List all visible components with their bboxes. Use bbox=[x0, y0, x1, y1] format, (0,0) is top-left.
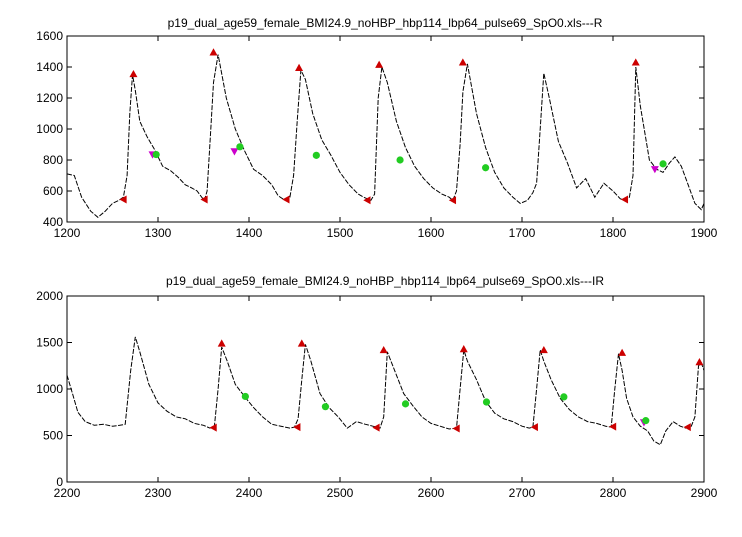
chart-ir-x-tick-label: 2400 bbox=[236, 486, 263, 500]
chart-ir-point-marker bbox=[642, 417, 650, 425]
chart-ir-peak-marker bbox=[618, 348, 627, 356]
chart-ir-valley-marker bbox=[452, 424, 460, 433]
chart-ir-point-marker bbox=[321, 403, 330, 411]
chart-r-axes-box bbox=[66, 35, 705, 223]
chart-r-y-tick-label: 1600 bbox=[36, 29, 63, 43]
chart-ir-point-marker bbox=[401, 400, 410, 408]
chart-r-y-tick-label: 1400 bbox=[36, 60, 63, 74]
chart-ir-y-tick-label: 0 bbox=[56, 475, 63, 489]
chart-r-valley-marker bbox=[200, 195, 208, 204]
chart-r-valley-marker bbox=[119, 195, 127, 204]
chart-ir-y-tick-label: 2000 bbox=[36, 289, 63, 303]
chart-ir-peak-marker bbox=[695, 358, 704, 366]
chart-r-x-tick-label: 1300 bbox=[145, 226, 172, 240]
chart-ir-peak-marker bbox=[379, 345, 388, 354]
chart-ir-valley-marker bbox=[530, 423, 538, 432]
chart-r-x-tick-label: 1500 bbox=[327, 226, 354, 240]
chart-ir-x-ticks: 2200 2300 2400 2500 2600 2700 2800 2900 bbox=[54, 296, 718, 500]
chart-ir-point-marker bbox=[482, 398, 491, 406]
chart-r-x-ticks: 1200 1300 1400 1500 1600 1700 1800 1900 bbox=[54, 36, 718, 240]
chart-r-peak-marker bbox=[458, 58, 467, 66]
chart-ir-x-tick-label: 2200 bbox=[54, 486, 81, 500]
chart-r-x-tick-label: 1900 bbox=[691, 226, 718, 240]
chart-r-dicrotic-marker bbox=[230, 148, 239, 156]
chart-r-y-ticks: 400 600 800 1000 1200 1400 1600 bbox=[36, 29, 704, 229]
chart-r-point-marker bbox=[312, 151, 320, 159]
chart-r-point-marker bbox=[659, 160, 667, 168]
chart-r-title: p19_dual_age59_female_BMI24.9_noHBP_hbp1… bbox=[168, 16, 603, 30]
chart-ir-peak-marker bbox=[217, 339, 226, 347]
chart-ir-plot-area bbox=[66, 295, 705, 483]
chart-r-valley-marker bbox=[282, 195, 290, 204]
chart-ir-x-tick-label: 2300 bbox=[145, 486, 172, 500]
chart-r-x-tick-label: 1600 bbox=[418, 226, 445, 240]
chart-r-point-marker bbox=[482, 164, 490, 172]
chart-r-valley-marker bbox=[363, 196, 371, 205]
chart-ir-title: p19_dual_age59_female_BMI24.9_noHBP_hbp1… bbox=[166, 274, 604, 288]
chart-r-y-tick-label: 800 bbox=[43, 153, 63, 167]
chart-r-peak-marker bbox=[631, 58, 640, 66]
chart-ir-point-marker bbox=[241, 392, 249, 401]
chart-r-point-marker bbox=[396, 156, 404, 164]
chart-ir-signal-line bbox=[66, 336, 705, 446]
chart-r-y-tick-label: 1200 bbox=[36, 91, 63, 105]
chart-ir-y-tick-label: 1000 bbox=[36, 382, 63, 396]
chart-r-plot-area bbox=[66, 35, 705, 223]
chart-ir-axes-box bbox=[66, 295, 705, 483]
chart-ir-valley-marker bbox=[372, 423, 380, 432]
chart-r-y-tick-label: 400 bbox=[43, 215, 63, 229]
chart-ir-x-tick-label: 2600 bbox=[418, 486, 445, 500]
chart-ir-valley-marker bbox=[293, 423, 301, 432]
chart-r-valley-marker bbox=[620, 195, 629, 204]
chart-r-x-tick-label: 1200 bbox=[54, 226, 81, 240]
chart-ir-x-tick-label: 2500 bbox=[327, 486, 354, 500]
chart-r-panel: p19_dual_age59_female_BMI24.9_noHBP_hbp1… bbox=[36, 16, 717, 240]
chart-ir-y-tick-label: 500 bbox=[43, 429, 63, 443]
chart-ir-y-ticks: 0 500 1000 1500 2000 bbox=[36, 289, 704, 489]
chart-r-dicrotic-marker bbox=[650, 166, 659, 174]
chart-ir-peak-marker bbox=[539, 345, 548, 354]
chart-ir-x-tick-label: 2900 bbox=[691, 486, 718, 500]
chart-ir-valley-marker bbox=[683, 423, 691, 432]
chart-r-point-marker bbox=[236, 143, 244, 151]
chart-ir-valley-marker bbox=[209, 423, 217, 432]
chart-ir-x-tick-label: 2700 bbox=[509, 486, 536, 500]
chart-r-x-tick-label: 1800 bbox=[600, 226, 627, 240]
chart-r-peak-marker bbox=[129, 69, 138, 78]
chart-r-x-tick-label: 1700 bbox=[509, 226, 536, 240]
chart-r-y-tick-label: 1000 bbox=[36, 122, 63, 136]
chart-r-peak-marker bbox=[375, 60, 384, 68]
chart-ir-y-tick-label: 1500 bbox=[36, 336, 63, 350]
chart-ir-peak-marker bbox=[459, 345, 468, 353]
chart-r-valley-marker bbox=[448, 196, 457, 205]
chart-ir-panel: p19_dual_age59_female_BMI24.9_noHBP_hbp1… bbox=[36, 274, 717, 500]
chart-r-peak-marker bbox=[209, 48, 218, 56]
chart-r-y-tick-label: 600 bbox=[43, 184, 63, 198]
chart-r-point-marker bbox=[152, 150, 160, 159]
chart-ir-valley-marker bbox=[609, 422, 617, 431]
chart-r-x-tick-label: 1400 bbox=[236, 226, 263, 240]
chart-r-peak-marker bbox=[295, 63, 304, 71]
chart-ir-point-marker bbox=[560, 393, 568, 401]
chart-ir-peak-marker bbox=[297, 339, 306, 347]
chart-r-signal-line bbox=[66, 54, 705, 218]
chart-ir-x-tick-label: 2800 bbox=[600, 486, 627, 500]
